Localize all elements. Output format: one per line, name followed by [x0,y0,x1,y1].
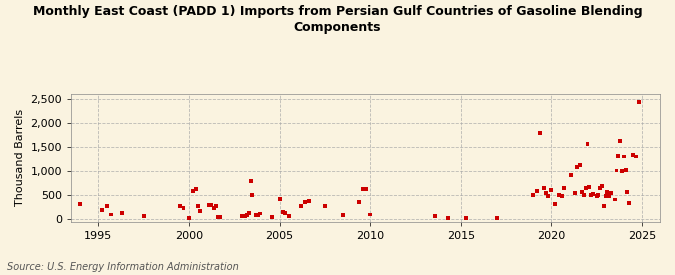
Point [631,154,642,159]
Point [319,204,330,208]
Point [97,207,107,212]
Point [539,186,549,190]
Point [184,216,194,221]
Point [528,193,539,197]
Point [622,189,632,194]
Point [578,193,589,197]
Point [624,201,634,206]
Point [274,196,285,201]
Point [430,214,441,219]
Point [75,202,86,206]
Point [611,168,622,173]
Point [570,191,580,196]
Point [461,216,472,221]
Point [595,186,605,191]
Point [628,152,639,157]
Point [354,200,364,205]
Point [443,216,454,220]
Point [236,214,247,219]
Point [242,213,252,217]
Point [571,164,582,169]
Point [213,215,223,219]
Point [634,100,645,104]
Point [191,187,202,191]
Point [361,187,372,192]
Point [597,184,608,188]
Point [205,203,216,208]
Point [586,192,597,197]
Point [252,213,263,218]
Point [549,202,560,207]
Point [215,215,225,219]
Point [240,214,250,219]
Point [117,211,128,215]
Point [138,214,149,219]
Point [531,189,542,193]
Point [559,186,570,191]
Point [600,193,611,198]
Point [535,131,546,136]
Point [584,185,595,189]
Point [587,192,598,196]
Point [575,163,586,167]
Point [364,212,375,217]
Point [194,208,205,213]
Point [610,197,620,202]
Point [102,204,113,208]
Point [254,211,265,216]
Point [613,154,624,158]
Point [580,186,591,191]
Point [591,194,602,198]
Point [279,211,290,215]
Point [284,214,294,218]
Point [553,193,564,197]
Point [576,189,587,194]
Point [209,205,220,210]
Point [245,178,256,183]
Point [178,205,189,210]
Point [187,189,198,194]
Point [541,191,551,195]
Point [615,139,626,143]
Point [557,194,568,198]
Point [604,193,615,198]
Point [338,213,348,217]
Point [247,193,258,197]
Text: Source: U.S. Energy Information Administration: Source: U.S. Energy Information Administ… [7,262,238,272]
Point [602,190,613,194]
Point [244,211,254,215]
Point [546,188,557,192]
Point [250,213,261,218]
Point [593,192,604,197]
Point [106,212,117,217]
Point [192,204,203,208]
Point [566,173,576,177]
Point [358,187,369,191]
Point [599,204,610,208]
Point [211,204,221,208]
Point [267,215,277,219]
Point [616,169,627,173]
Point [303,199,314,203]
Point [582,142,593,146]
Text: Monthly East Coast (PADD 1) Imports from Persian Gulf Countries of Gasoline Blen: Monthly East Coast (PADD 1) Imports from… [32,6,643,34]
Point [605,191,616,196]
Point [542,194,553,198]
Point [296,204,306,208]
Point [203,203,214,207]
Point [618,154,629,159]
Y-axis label: Thousand Barrels: Thousand Barrels [15,109,25,206]
Point [175,204,186,208]
Point [620,168,631,172]
Point [278,210,289,214]
Point [491,216,502,220]
Point [300,200,310,205]
